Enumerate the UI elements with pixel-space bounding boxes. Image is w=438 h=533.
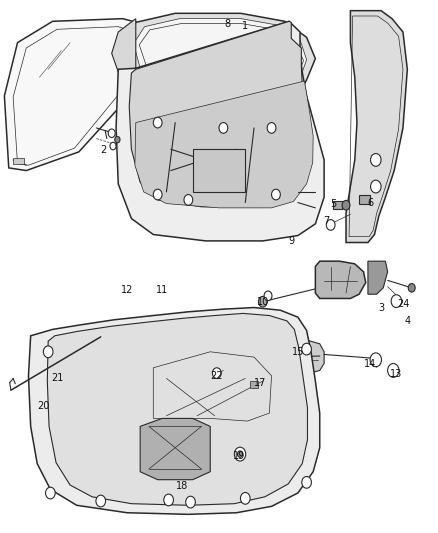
Polygon shape bbox=[129, 21, 311, 207]
Text: 15: 15 bbox=[292, 347, 304, 357]
Circle shape bbox=[302, 343, 311, 355]
Text: 4: 4 bbox=[404, 316, 410, 326]
Polygon shape bbox=[47, 313, 307, 505]
Circle shape bbox=[212, 368, 221, 378]
Polygon shape bbox=[123, 13, 315, 96]
Polygon shape bbox=[250, 381, 258, 388]
Ellipse shape bbox=[60, 349, 84, 397]
Circle shape bbox=[186, 496, 195, 508]
Circle shape bbox=[258, 296, 267, 307]
Text: 13: 13 bbox=[390, 369, 403, 379]
Text: 12: 12 bbox=[121, 286, 133, 295]
Polygon shape bbox=[333, 201, 342, 209]
Circle shape bbox=[371, 154, 381, 166]
Text: 22: 22 bbox=[211, 371, 223, 381]
Bar bbox=[193, 149, 245, 192]
Polygon shape bbox=[28, 308, 320, 514]
Polygon shape bbox=[135, 81, 313, 208]
Circle shape bbox=[371, 180, 381, 193]
Bar bbox=[359, 195, 370, 204]
Circle shape bbox=[267, 123, 276, 133]
Ellipse shape bbox=[62, 406, 83, 446]
Circle shape bbox=[108, 129, 115, 138]
Text: 8: 8 bbox=[225, 19, 231, 29]
Circle shape bbox=[302, 477, 311, 488]
Polygon shape bbox=[267, 340, 324, 374]
Polygon shape bbox=[346, 11, 407, 243]
Text: 21: 21 bbox=[51, 374, 63, 383]
Circle shape bbox=[153, 117, 162, 128]
Circle shape bbox=[408, 284, 415, 292]
Circle shape bbox=[43, 346, 53, 358]
Polygon shape bbox=[134, 19, 307, 93]
Text: 2: 2 bbox=[100, 146, 106, 155]
Circle shape bbox=[46, 487, 55, 499]
Bar bbox=[129, 80, 138, 87]
Polygon shape bbox=[112, 19, 136, 72]
Circle shape bbox=[237, 451, 243, 457]
Circle shape bbox=[326, 220, 335, 230]
Text: 24: 24 bbox=[397, 299, 409, 309]
Text: 9: 9 bbox=[288, 236, 294, 246]
Ellipse shape bbox=[109, 362, 137, 405]
Text: 6: 6 bbox=[367, 198, 373, 207]
Circle shape bbox=[234, 447, 246, 461]
Text: 20: 20 bbox=[38, 401, 50, 411]
Circle shape bbox=[240, 492, 250, 504]
Polygon shape bbox=[215, 155, 237, 181]
Circle shape bbox=[219, 123, 228, 133]
Text: 14: 14 bbox=[364, 359, 376, 368]
Circle shape bbox=[164, 494, 173, 506]
Circle shape bbox=[272, 189, 280, 200]
Bar bbox=[13, 158, 24, 164]
Text: 18: 18 bbox=[176, 481, 188, 491]
Text: 11: 11 bbox=[156, 286, 168, 295]
Polygon shape bbox=[368, 261, 388, 294]
Polygon shape bbox=[315, 261, 366, 298]
Ellipse shape bbox=[159, 373, 183, 410]
Text: 3: 3 bbox=[378, 303, 384, 313]
Text: 1: 1 bbox=[242, 21, 248, 30]
Circle shape bbox=[115, 136, 120, 143]
Polygon shape bbox=[140, 418, 210, 480]
Text: 5: 5 bbox=[330, 199, 336, 208]
Circle shape bbox=[110, 142, 116, 150]
Ellipse shape bbox=[110, 409, 136, 449]
Circle shape bbox=[342, 200, 350, 210]
Text: 19: 19 bbox=[233, 451, 245, 461]
Circle shape bbox=[264, 291, 272, 301]
Circle shape bbox=[388, 364, 399, 377]
Circle shape bbox=[184, 195, 193, 205]
Text: 7: 7 bbox=[323, 216, 329, 226]
Circle shape bbox=[153, 189, 162, 200]
Circle shape bbox=[96, 495, 106, 507]
Polygon shape bbox=[4, 19, 153, 171]
Text: 17: 17 bbox=[254, 378, 267, 387]
Circle shape bbox=[370, 353, 381, 367]
Circle shape bbox=[391, 295, 402, 308]
Text: 10: 10 bbox=[257, 297, 269, 306]
Polygon shape bbox=[116, 21, 324, 241]
